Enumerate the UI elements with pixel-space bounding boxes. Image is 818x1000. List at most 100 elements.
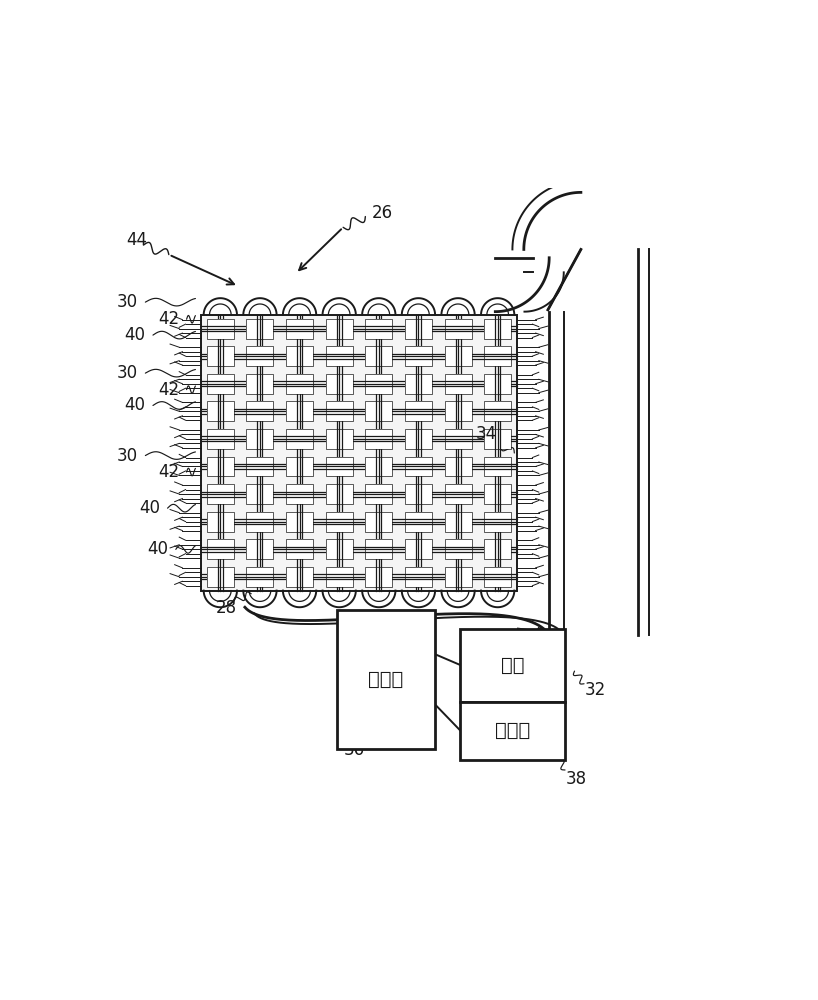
Bar xyxy=(366,457,393,476)
Bar xyxy=(445,401,471,421)
Bar xyxy=(405,319,432,339)
Bar xyxy=(246,401,273,421)
Bar xyxy=(246,539,273,559)
Text: 40: 40 xyxy=(124,326,146,344)
Bar xyxy=(207,567,234,587)
Bar xyxy=(484,457,511,476)
Bar xyxy=(326,512,353,532)
Bar xyxy=(445,429,471,449)
Bar xyxy=(207,429,234,449)
Bar xyxy=(366,512,393,532)
Bar xyxy=(246,429,273,449)
Bar xyxy=(405,567,432,587)
Bar xyxy=(405,319,432,339)
Bar xyxy=(405,457,432,476)
Bar xyxy=(405,484,432,504)
Bar xyxy=(286,457,313,476)
Bar xyxy=(405,401,432,421)
Bar xyxy=(484,457,511,476)
Bar xyxy=(445,512,471,532)
Bar xyxy=(286,512,313,532)
Bar xyxy=(286,512,313,532)
Bar xyxy=(246,457,273,476)
Bar xyxy=(200,315,518,591)
Bar xyxy=(246,374,273,394)
Bar xyxy=(207,512,234,532)
Bar xyxy=(484,319,511,339)
Bar xyxy=(246,401,273,421)
Bar xyxy=(246,512,273,532)
Bar xyxy=(326,539,353,559)
Bar xyxy=(366,429,393,449)
Bar xyxy=(366,567,393,587)
Text: 32: 32 xyxy=(585,681,606,699)
Text: 44: 44 xyxy=(126,231,147,249)
Text: 30: 30 xyxy=(117,364,138,382)
Bar xyxy=(286,401,313,421)
Bar xyxy=(366,401,393,421)
Text: 40: 40 xyxy=(147,540,169,558)
Bar xyxy=(405,374,432,394)
Bar xyxy=(337,610,435,749)
Bar xyxy=(484,374,511,394)
Bar xyxy=(405,567,432,587)
Bar xyxy=(326,346,353,366)
Bar xyxy=(445,484,471,504)
Bar xyxy=(286,346,313,366)
Bar xyxy=(366,319,393,339)
Bar xyxy=(326,429,353,449)
Text: 42: 42 xyxy=(158,381,179,399)
Text: 28: 28 xyxy=(215,599,236,617)
Bar xyxy=(484,484,511,504)
Bar xyxy=(366,457,393,476)
Bar xyxy=(326,319,353,339)
Bar xyxy=(484,346,511,366)
Bar xyxy=(207,539,234,559)
Bar xyxy=(445,512,471,532)
Text: 36: 36 xyxy=(344,741,365,759)
Bar xyxy=(207,346,234,366)
Bar xyxy=(405,457,432,476)
Bar xyxy=(207,484,234,504)
Bar xyxy=(366,539,393,559)
Bar xyxy=(326,484,353,504)
Bar xyxy=(207,319,234,339)
Bar xyxy=(286,484,313,504)
Bar xyxy=(366,484,393,504)
Bar xyxy=(445,457,471,476)
Text: 30: 30 xyxy=(117,447,138,465)
Bar xyxy=(366,374,393,394)
Bar xyxy=(405,401,432,421)
Bar xyxy=(366,346,393,366)
Bar xyxy=(246,484,273,504)
Bar xyxy=(445,401,471,421)
Bar xyxy=(445,319,471,339)
Bar xyxy=(207,457,234,476)
Bar xyxy=(484,484,511,504)
Bar xyxy=(366,429,393,449)
Bar xyxy=(246,374,273,394)
Bar xyxy=(246,484,273,504)
Bar xyxy=(326,457,353,476)
Bar xyxy=(405,429,432,449)
Bar xyxy=(484,512,511,532)
Bar xyxy=(366,401,393,421)
Text: 34: 34 xyxy=(342,626,363,644)
Bar xyxy=(366,484,393,504)
Bar xyxy=(405,346,432,366)
Bar xyxy=(286,374,313,394)
Bar xyxy=(246,457,273,476)
Bar xyxy=(286,429,313,449)
Bar xyxy=(445,346,471,366)
Bar xyxy=(484,512,511,532)
Bar xyxy=(405,512,432,532)
Bar xyxy=(405,539,432,559)
Bar xyxy=(445,319,471,339)
Bar xyxy=(207,401,234,421)
Text: 控制器: 控制器 xyxy=(368,670,403,689)
Bar xyxy=(484,567,511,587)
Bar xyxy=(366,346,393,366)
Bar xyxy=(484,346,511,366)
Bar xyxy=(326,567,353,587)
Bar xyxy=(405,429,432,449)
